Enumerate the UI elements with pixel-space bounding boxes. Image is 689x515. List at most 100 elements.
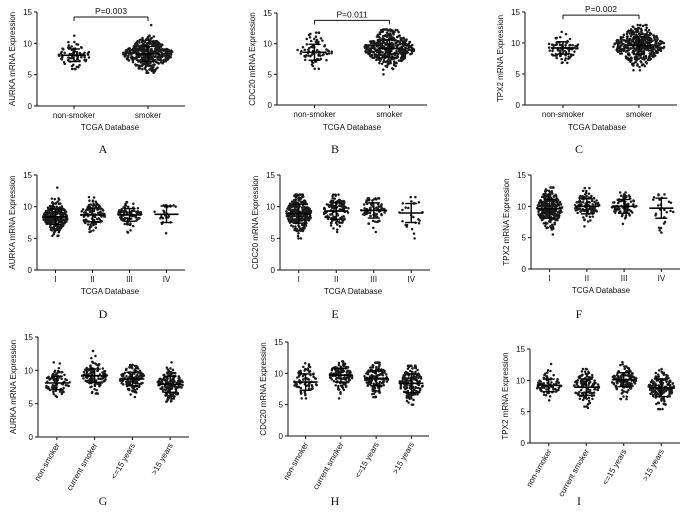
data-point xyxy=(380,62,384,66)
data-point xyxy=(346,211,350,214)
data-point xyxy=(311,44,315,48)
data-point xyxy=(60,50,63,54)
data-point xyxy=(306,367,310,370)
data-point xyxy=(375,215,379,218)
data-point xyxy=(317,67,321,71)
data-point xyxy=(89,203,93,206)
data-point xyxy=(655,35,658,38)
data-point xyxy=(373,53,376,57)
data-point xyxy=(93,383,97,387)
data-point xyxy=(542,193,545,196)
data-point xyxy=(301,374,305,378)
data-point xyxy=(414,366,417,370)
data-point xyxy=(152,65,155,69)
data-point xyxy=(65,384,69,387)
data-point xyxy=(98,385,101,388)
data-point xyxy=(127,51,130,55)
data-point xyxy=(149,66,153,70)
data-point xyxy=(581,201,585,204)
data-point xyxy=(62,61,66,64)
data-point xyxy=(412,232,416,235)
data-point xyxy=(375,212,378,216)
data-point xyxy=(542,382,546,385)
data-point xyxy=(589,219,592,222)
data-point xyxy=(614,207,618,210)
data-point xyxy=(103,378,107,382)
data-point xyxy=(153,43,157,47)
data-point xyxy=(87,195,91,199)
data-point xyxy=(633,381,636,384)
x-category-label: IV xyxy=(163,275,171,284)
data-point xyxy=(91,199,95,202)
data-point xyxy=(409,45,412,48)
data-point xyxy=(382,384,385,387)
data-point xyxy=(376,43,380,46)
data-point xyxy=(618,191,622,194)
data-point xyxy=(62,48,65,51)
data-point xyxy=(172,397,176,400)
data-point xyxy=(148,64,151,67)
data-point xyxy=(130,52,133,56)
data-point xyxy=(135,58,138,61)
data-point xyxy=(545,194,548,198)
data-point xyxy=(652,53,656,57)
data-point xyxy=(554,390,558,393)
data-point xyxy=(535,387,539,390)
data-point xyxy=(327,52,331,55)
data-point xyxy=(655,375,658,379)
data-point xyxy=(659,226,663,230)
data-point xyxy=(289,216,293,219)
data-point xyxy=(73,34,76,38)
data-point xyxy=(133,43,137,46)
y-tick-label: 0 xyxy=(521,439,526,448)
data-point xyxy=(299,237,303,240)
data-point xyxy=(337,361,341,365)
data-point xyxy=(657,384,661,387)
data-point xyxy=(142,54,146,58)
data-point xyxy=(334,384,337,387)
data-point xyxy=(167,369,171,373)
data-point xyxy=(330,213,333,216)
y-tick-label: 15 xyxy=(511,8,520,17)
data-point xyxy=(375,58,378,62)
data-point xyxy=(129,393,132,396)
data-point xyxy=(85,370,89,373)
data-point xyxy=(304,392,307,396)
series-points-a-1 xyxy=(122,23,174,75)
data-point xyxy=(311,61,315,64)
data-point xyxy=(391,67,394,70)
data-point xyxy=(169,52,172,56)
data-point xyxy=(299,227,302,231)
data-point xyxy=(61,218,65,222)
data-point xyxy=(650,44,654,47)
data-point xyxy=(333,207,336,210)
data-point xyxy=(616,208,620,211)
data-point xyxy=(327,215,330,219)
y-axis-label: AURKA mRNA Expression xyxy=(8,12,17,106)
data-point xyxy=(153,210,156,213)
data-point xyxy=(588,381,592,384)
y-axis-label: CDC20 mRNA Expression xyxy=(259,342,268,435)
data-point xyxy=(547,399,551,402)
x-category-label: non-smoker xyxy=(525,447,554,488)
data-point xyxy=(362,203,366,206)
data-point xyxy=(133,46,136,50)
data-point xyxy=(592,394,596,397)
data-point xyxy=(302,226,306,229)
data-point xyxy=(650,47,654,50)
data-point xyxy=(163,210,166,214)
y-tick-label: 15 xyxy=(263,9,272,18)
data-point xyxy=(545,388,548,391)
data-point xyxy=(126,222,130,226)
data-point xyxy=(655,391,659,395)
data-point xyxy=(100,215,103,218)
data-point xyxy=(377,373,380,377)
data-point xyxy=(89,385,92,389)
data-point xyxy=(624,191,627,194)
data-point xyxy=(385,373,388,376)
data-point xyxy=(136,40,139,43)
data-point xyxy=(588,186,591,190)
y-tick-label: 10 xyxy=(263,40,272,49)
x-axis-label: TCGA Database xyxy=(81,287,140,296)
y-axis-label: AURKA mRNA Expression xyxy=(8,175,17,269)
